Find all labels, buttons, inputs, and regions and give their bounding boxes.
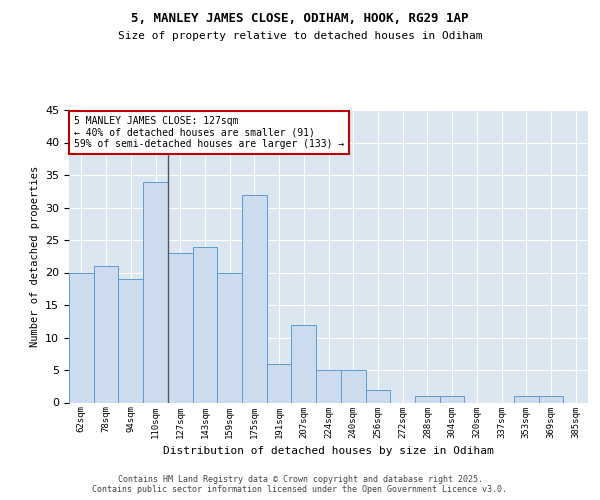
Text: 5 MANLEY JAMES CLOSE: 127sqm
← 40% of detached houses are smaller (91)
59% of se: 5 MANLEY JAMES CLOSE: 127sqm ← 40% of de… <box>74 116 344 149</box>
Bar <box>341 370 365 402</box>
Bar <box>539 396 563 402</box>
Bar <box>242 194 267 402</box>
Bar <box>193 246 217 402</box>
Bar <box>94 266 118 402</box>
Bar <box>118 279 143 402</box>
Bar <box>143 182 168 402</box>
Y-axis label: Number of detached properties: Number of detached properties <box>29 166 40 347</box>
Bar <box>267 364 292 403</box>
Bar <box>217 272 242 402</box>
Bar <box>365 390 390 402</box>
Bar <box>69 272 94 402</box>
Bar <box>514 396 539 402</box>
Text: Contains HM Land Registry data © Crown copyright and database right 2025.
Contai: Contains HM Land Registry data © Crown c… <box>92 474 508 494</box>
Bar <box>292 324 316 402</box>
Bar <box>316 370 341 402</box>
Bar <box>440 396 464 402</box>
Bar <box>415 396 440 402</box>
Bar <box>168 253 193 402</box>
Text: 5, MANLEY JAMES CLOSE, ODIHAM, HOOK, RG29 1AP: 5, MANLEY JAMES CLOSE, ODIHAM, HOOK, RG2… <box>131 12 469 26</box>
X-axis label: Distribution of detached houses by size in Odiham: Distribution of detached houses by size … <box>163 446 494 456</box>
Text: Size of property relative to detached houses in Odiham: Size of property relative to detached ho… <box>118 31 482 41</box>
